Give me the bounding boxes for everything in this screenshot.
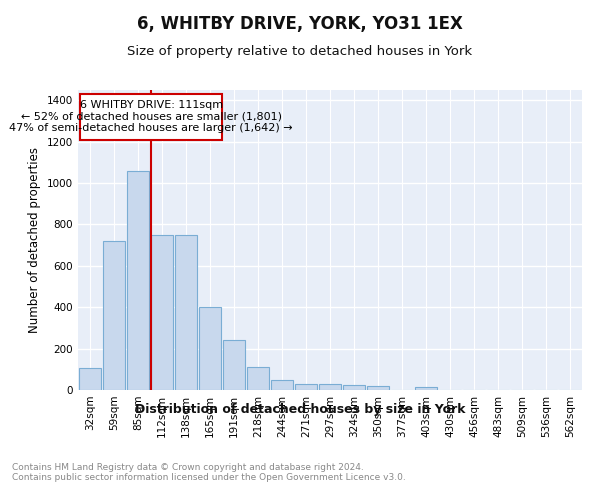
Text: Distribution of detached houses by size in York: Distribution of detached houses by size … [135, 402, 465, 415]
Bar [271, 380, 293, 390]
Bar [247, 367, 269, 390]
Text: 6, WHITBY DRIVE, YORK, YO31 1EX: 6, WHITBY DRIVE, YORK, YO31 1EX [137, 15, 463, 33]
Bar [415, 387, 437, 390]
Text: Size of property relative to detached houses in York: Size of property relative to detached ho… [127, 45, 473, 58]
Bar [319, 384, 341, 390]
Bar [223, 340, 245, 390]
Bar [103, 241, 125, 390]
Bar [199, 307, 221, 390]
Bar [367, 386, 389, 390]
Bar [343, 385, 365, 390]
Text: 6 WHITBY DRIVE: 111sqm
← 52% of detached houses are smaller (1,801)
47% of semi-: 6 WHITBY DRIVE: 111sqm ← 52% of detached… [10, 100, 293, 134]
Text: Contains HM Land Registry data © Crown copyright and database right 2024.
Contai: Contains HM Land Registry data © Crown c… [12, 462, 406, 482]
Bar [79, 368, 101, 390]
Bar [127, 171, 149, 390]
Bar [295, 384, 317, 390]
Bar [151, 235, 173, 390]
FancyBboxPatch shape [80, 94, 222, 140]
Bar [175, 235, 197, 390]
Y-axis label: Number of detached properties: Number of detached properties [28, 147, 41, 333]
